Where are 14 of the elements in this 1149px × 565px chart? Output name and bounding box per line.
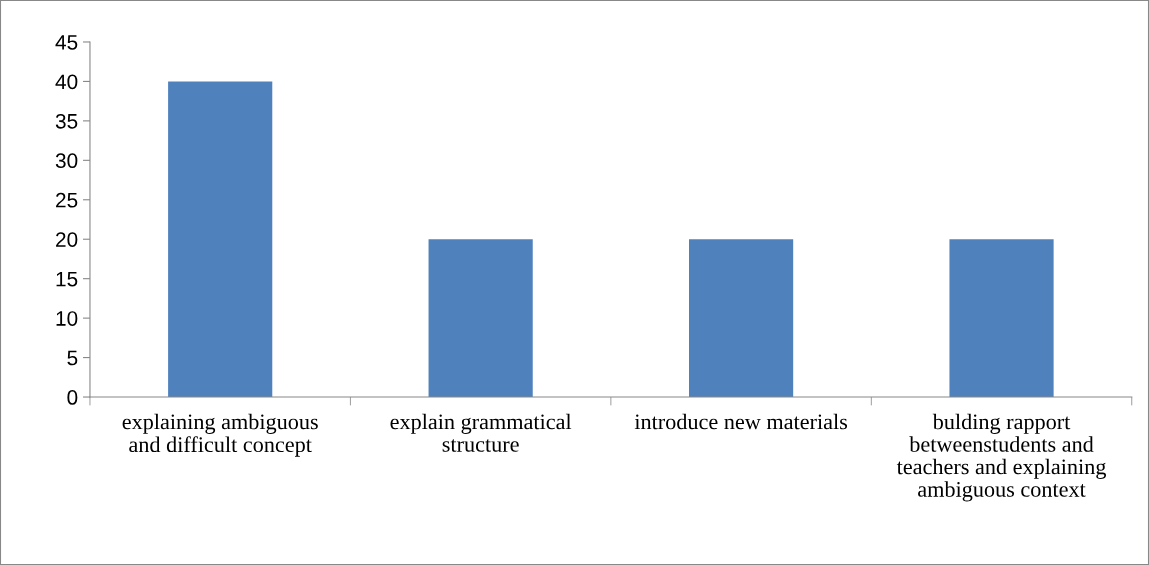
- x-tick-label: explain grammatical structure: [390, 413, 572, 452]
- y-tick-label: 25: [56, 192, 78, 208]
- x-tick-label: explaining ambiguous and difficult concept: [122, 413, 318, 457]
- x-tick-label: bulding rapport betweenstudents and teachers and explaining ambiguous context: [896, 413, 1107, 502]
- y-tick-label: 15: [56, 271, 78, 287]
- y-tick-label: 40: [55, 74, 78, 90]
- y-tick-label: 5: [67, 350, 78, 366]
- y-tick-label: 45: [55, 35, 78, 50]
- y-tick-label: 35: [55, 113, 78, 129]
- x-tick-label: introduce new materials: [634, 413, 848, 430]
- y-tick-label: 10: [56, 311, 78, 326]
- y-tick-label: 20: [56, 232, 78, 247]
- y-tick-label: 0: [67, 390, 78, 405]
- y-tick-label: 30: [55, 153, 78, 169]
